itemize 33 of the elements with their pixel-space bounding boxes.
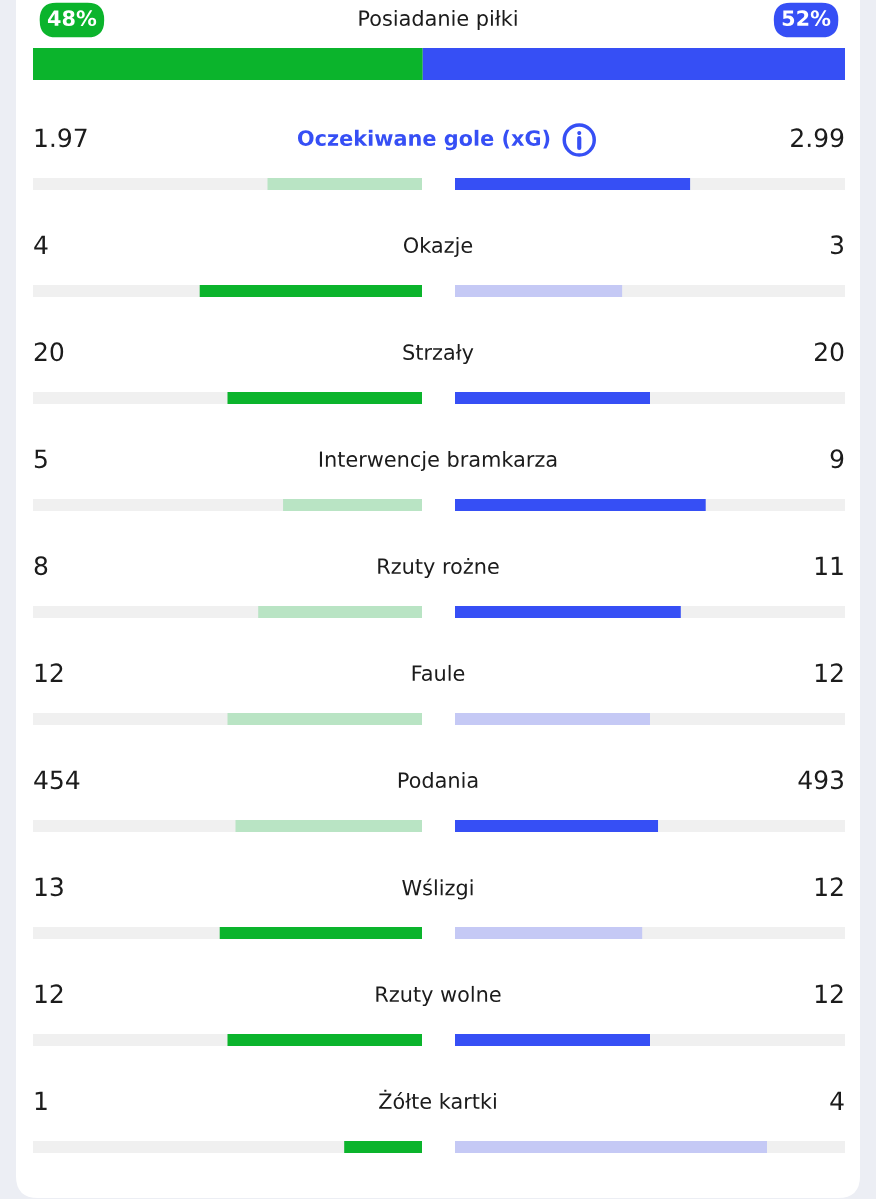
data-label: 12 xyxy=(35,984,63,1003)
data-label: 20 xyxy=(34,342,64,362)
data-label: 4 xyxy=(34,235,48,254)
category-label: Wślizgi xyxy=(402,878,473,900)
category-label: Faule xyxy=(412,664,465,682)
data-label: 8 xyxy=(34,556,48,576)
category-label: Posiadanie piłki xyxy=(359,9,517,31)
data-label: 12 xyxy=(815,984,843,1003)
data-label: 4 xyxy=(830,1091,844,1110)
data-label: 12 xyxy=(815,663,843,682)
data-label: 12 xyxy=(815,877,843,896)
data-label: 454 xyxy=(34,770,80,790)
data-label: 11 xyxy=(815,556,843,575)
data-label: 493 xyxy=(798,770,843,790)
data-label: 13 xyxy=(35,877,63,897)
data-label: 5 xyxy=(34,449,47,469)
category-label: Podania xyxy=(398,771,478,789)
category-label: Rzuty rożne xyxy=(378,557,499,579)
data-label: 9 xyxy=(830,449,844,469)
data-label: 1.97 xyxy=(35,128,87,148)
category-label: Interwencje bramkarza xyxy=(319,450,557,472)
data-label: 20 xyxy=(815,342,844,362)
data-label: 1 xyxy=(35,1091,47,1110)
category-label: Strzały xyxy=(403,343,474,365)
category-label: Oczekiwane gole (xG) xyxy=(297,129,550,151)
category-label: Rzuty wolne xyxy=(376,985,501,1007)
data-label: 12 xyxy=(35,663,63,682)
data-label: 3 xyxy=(831,235,843,255)
category-label: Okazje xyxy=(403,236,473,258)
category-label: Żółte kartki xyxy=(379,1089,496,1110)
data-label: 52% xyxy=(782,10,831,27)
data-label: 2.99 xyxy=(791,128,844,148)
data-label: 48% xyxy=(47,10,97,27)
